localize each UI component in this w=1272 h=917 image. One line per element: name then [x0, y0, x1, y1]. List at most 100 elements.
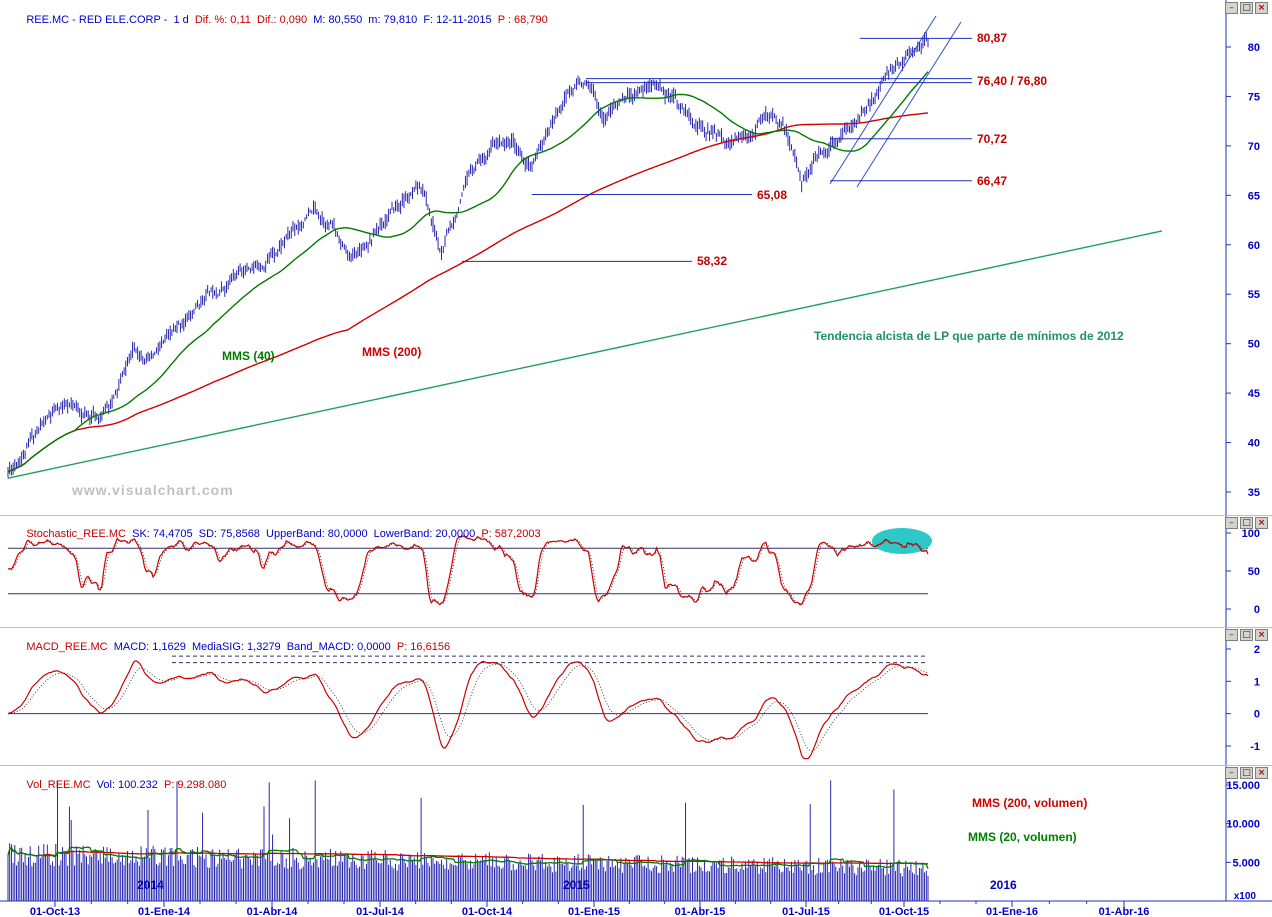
- minimize-button[interactable]: –: [1225, 2, 1238, 14]
- close-button[interactable]: ×: [1255, 767, 1268, 779]
- price-header-diff: Dif. %: 0,11 Dif.: 0,090: [194, 14, 314, 26]
- stoch-sd-line: [7, 536, 929, 605]
- price-level-label: 66,47: [977, 173, 1008, 188]
- macd-header-name: MACD_REE.MC: [26, 641, 114, 653]
- volume-plot: [7, 780, 929, 901]
- price-header-symbol: REE.MC - RED ELE.CORP - 1 d: [26, 14, 195, 26]
- mms200-label: MMS (200): [362, 345, 422, 359]
- stoch-header-values: SK: 74,4705 SD: 75,8568 UpperBand: 80,00…: [132, 528, 482, 540]
- stoch-header-name: Stochastic_REE.MC: [26, 528, 133, 540]
- vol-mms20-label: MMS (20, volumen): [968, 830, 1077, 844]
- vol-mms200-line: [7, 846, 928, 865]
- price-panel-header: REE.MC - RED ELE.CORP - 1 d Dif. %: 0,11…: [8, 2, 548, 38]
- axis-label: 75: [1248, 91, 1260, 103]
- axis-label: 1: [1254, 676, 1260, 688]
- axis-label: 65: [1248, 190, 1260, 202]
- price-window-controls: – □ ×: [1225, 2, 1268, 14]
- macd-window-controls: – □ ×: [1225, 629, 1268, 641]
- axis-label: 80: [1248, 42, 1260, 54]
- macd-panel-header: MACD_REE.MC MACD: 1,1629 MediaSIG: 1,327…: [8, 629, 450, 665]
- axis-label: 10.000: [1226, 819, 1260, 831]
- stochastic-window-controls: – □ ×: [1225, 517, 1268, 529]
- date-label: 01-Ene-14: [138, 906, 191, 917]
- maximize-button[interactable]: □: [1240, 767, 1253, 779]
- minimize-button[interactable]: –: [1225, 767, 1238, 779]
- vol-header-name: Vol_REE.MC: [26, 779, 97, 791]
- year-label: 2014: [137, 878, 164, 892]
- date-label: 01-Oct-15: [879, 906, 929, 917]
- visualchart-watermark: www.visualchart.com: [72, 482, 234, 498]
- volume-window-controls: – □ ×: [1225, 767, 1268, 779]
- axis-label: 5.000: [1232, 857, 1260, 869]
- axis-label: 50: [1248, 566, 1260, 578]
- vol-header-p: P: 9.298.080: [163, 779, 227, 791]
- price-level-label: 58,32: [697, 254, 728, 269]
- channel-line: [856, 21, 962, 188]
- volume-panel-header: Vol_REE.MC Vol: 100.232 P: 9.298.080: [8, 767, 226, 803]
- candles: [7, 31, 929, 478]
- price-level-label: 65,08: [757, 187, 788, 202]
- stoch-sk-line: [7, 535, 929, 606]
- price-header-close: P : 68,790: [497, 14, 548, 26]
- maximize-button[interactable]: □: [1240, 2, 1253, 14]
- date-label: 01-Jul-15: [782, 906, 830, 917]
- stochastic-plot: [7, 528, 932, 606]
- axis-label: 100: [1242, 528, 1260, 540]
- axis-label: 2: [1254, 644, 1260, 656]
- vol-mms20-line: [7, 846, 929, 869]
- price-level-label: 70,72: [977, 131, 1008, 146]
- close-button[interactable]: ×: [1255, 2, 1268, 14]
- maximize-button[interactable]: □: [1240, 517, 1253, 529]
- date-label: 01-Ene-15: [568, 906, 620, 917]
- volume-bars: [7, 780, 929, 901]
- highlight-ellipse: [872, 528, 932, 554]
- date-label: 01-Jul-14: [356, 906, 405, 917]
- date-label: 01-Oct-14: [462, 906, 513, 917]
- channel-line: [829, 16, 937, 185]
- year-label: 2015: [563, 878, 590, 892]
- axis-label: 55: [1248, 289, 1260, 301]
- axis-label: 40: [1248, 438, 1260, 450]
- macd-plot: [7, 655, 929, 760]
- axis-label: 15.000: [1226, 780, 1260, 792]
- stochastic-panel-header: Stochastic_REE.MC SK: 74,4705 SD: 75,856…: [8, 516, 541, 552]
- mms40-label: MMS (40): [222, 349, 275, 363]
- axis-label: 0: [1254, 709, 1260, 721]
- price-plot: [7, 16, 1163, 479]
- price-level-label: 76,40 / 76,80: [977, 73, 1048, 88]
- axis-label: -1: [1250, 741, 1260, 753]
- axis-label: 0: [1254, 604, 1260, 616]
- axis-label: 70: [1248, 141, 1260, 153]
- vol-header-values: Vol: 100.232: [96, 779, 164, 791]
- mms40-line: [7, 71, 929, 473]
- macd-signal-line: [7, 663, 929, 752]
- close-button[interactable]: ×: [1255, 517, 1268, 529]
- axis-label: 35: [1248, 487, 1260, 499]
- date-label: 01-Ene-16: [986, 906, 1038, 917]
- minimize-button[interactable]: –: [1225, 629, 1238, 641]
- vol-mms200-label: MMS (200, volumen): [972, 796, 1088, 810]
- price-header-ohlc: M: 80,550 m: 79,810 F: 12-11-2015: [313, 14, 498, 26]
- axis-label: 45: [1248, 388, 1260, 400]
- close-button[interactable]: ×: [1255, 629, 1268, 641]
- date-label: 01-Abr-14: [247, 906, 299, 917]
- macd-line: [7, 660, 929, 760]
- macd-header-values: MACD: 1,1629 MediaSIG: 1,3279 Band_MACD:…: [113, 641, 397, 653]
- trend-note: Tendencia alcista de LP que parte de mín…: [814, 329, 1124, 343]
- minimize-button[interactable]: –: [1225, 517, 1238, 529]
- maximize-button[interactable]: □: [1240, 629, 1253, 641]
- volume-scale-label: x100: [1234, 891, 1257, 902]
- date-label: 01-Oct-13: [30, 906, 80, 917]
- macd-header-p: P: 16,6156: [396, 641, 451, 653]
- date-label: 01-Abr-16: [1099, 906, 1150, 917]
- axis-label: 50: [1248, 339, 1260, 351]
- stoch-header-p: P: 587,2003: [481, 528, 541, 540]
- axis-label: 60: [1248, 240, 1260, 252]
- lt-trendline: [7, 230, 1163, 479]
- date-label: 01-Abr-15: [675, 906, 726, 917]
- year-label: 2016: [990, 878, 1017, 892]
- price-level-label: 80,87: [977, 31, 1008, 46]
